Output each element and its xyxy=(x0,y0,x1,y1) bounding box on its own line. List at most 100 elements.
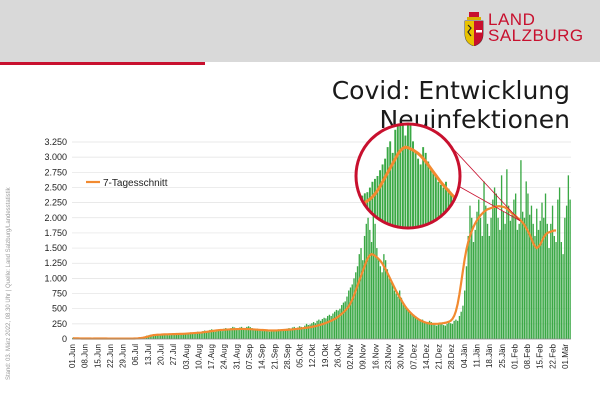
y-tick-label: 750 xyxy=(52,289,67,299)
bar xyxy=(486,223,489,339)
y-tick-label: 2.500 xyxy=(44,182,67,192)
bar xyxy=(472,242,475,339)
bar xyxy=(295,328,297,339)
x-tick-label: 25.Jän xyxy=(498,344,507,368)
bar xyxy=(379,266,382,339)
bar xyxy=(546,223,548,339)
x-tick-label: 01.Mär xyxy=(561,344,570,369)
zoom-bar xyxy=(399,124,402,228)
x-tick-label: 21.Sep xyxy=(270,343,279,369)
bar xyxy=(457,320,459,339)
bar xyxy=(191,333,194,339)
bar xyxy=(430,322,432,339)
x-tick-label: 28.Dez xyxy=(447,344,456,369)
bar xyxy=(435,325,438,339)
zoom-connector xyxy=(446,141,521,222)
x-tick-label: 08.Jun xyxy=(81,344,90,368)
bar xyxy=(370,242,373,339)
bar xyxy=(543,217,545,339)
zoom-bar xyxy=(381,164,384,228)
bar xyxy=(168,335,171,339)
bar xyxy=(312,322,315,339)
y-tick-label: 3.000 xyxy=(44,152,67,162)
bar xyxy=(270,331,273,339)
bar xyxy=(239,327,241,339)
bar xyxy=(418,318,420,339)
y-tick-label: 1.500 xyxy=(44,243,67,253)
zoom-inset-border xyxy=(354,122,462,230)
bar xyxy=(300,326,302,339)
infections-chart: 0 250 500 750 1.000 1.250 1.500 1.750 2.000 2.250… xyxy=(44,122,571,369)
bar xyxy=(444,325,447,339)
bar xyxy=(316,320,318,339)
x-tick-label: 09.Nov xyxy=(359,344,368,369)
x-tick-label: 21.Dez xyxy=(435,344,444,369)
zoom-bar xyxy=(417,158,420,228)
bar xyxy=(263,330,266,339)
x-tick-label: 24.Aug xyxy=(220,344,229,369)
bar xyxy=(449,323,452,339)
bar xyxy=(393,290,396,339)
bar xyxy=(283,329,285,339)
y-tick-label: 250 xyxy=(52,319,67,329)
x-tick-label: 07.Dez xyxy=(409,344,418,369)
bar xyxy=(476,211,478,339)
bar xyxy=(221,331,223,339)
y-tick-label: 500 xyxy=(52,304,67,314)
bar xyxy=(260,329,262,339)
bar xyxy=(395,293,397,339)
x-tick-label: 18.Jän xyxy=(485,344,494,368)
bar xyxy=(544,193,547,339)
zoom-bar xyxy=(363,193,366,228)
bar xyxy=(167,335,169,339)
bar xyxy=(432,323,434,339)
x-tick-label: 23.Nov xyxy=(384,344,393,369)
x-tick-label: 08.Feb xyxy=(523,343,532,368)
bar xyxy=(297,327,299,339)
bar xyxy=(506,169,508,339)
x-tick-label: 14.Sep xyxy=(258,343,267,369)
bar xyxy=(481,235,483,339)
bar xyxy=(249,327,252,339)
bar xyxy=(177,334,179,339)
bar xyxy=(372,211,375,339)
x-tick-label: 20.Jul xyxy=(156,344,165,366)
bar xyxy=(420,320,422,339)
bar xyxy=(360,248,362,339)
x-tick-label: 27.Jul xyxy=(169,344,178,366)
bar xyxy=(434,325,436,339)
zoom-bar xyxy=(404,135,407,228)
bar xyxy=(218,329,220,339)
logo-line-1: LAND xyxy=(488,10,536,29)
bar xyxy=(467,235,469,339)
zoom-bar xyxy=(394,129,397,228)
bar xyxy=(341,305,343,339)
zoom-bar xyxy=(376,176,379,228)
bar xyxy=(534,235,536,339)
land-salzburg-logo: LAND SALZBURG xyxy=(464,10,594,52)
bar xyxy=(462,305,464,339)
bar xyxy=(323,317,325,339)
bar xyxy=(550,223,552,339)
bar xyxy=(460,311,462,339)
zoom-bar xyxy=(386,147,389,228)
bar xyxy=(383,254,385,339)
bar xyxy=(277,329,280,339)
zoom-bar xyxy=(409,124,412,228)
bar xyxy=(332,313,334,339)
y-tick-label: 1.750 xyxy=(44,228,67,238)
zoom-bar xyxy=(379,170,381,228)
bar xyxy=(530,205,533,339)
bar xyxy=(228,329,230,339)
salzburg-crest-icon xyxy=(464,12,484,46)
bar xyxy=(188,332,190,339)
bar xyxy=(537,229,540,339)
bar xyxy=(509,220,512,339)
x-tick-label: 14.Dez xyxy=(422,344,431,369)
bar xyxy=(427,323,429,339)
bar xyxy=(154,334,157,339)
zoom-bar xyxy=(356,200,359,228)
x-axis-ticks: 01.Jun 08.Jun 15.Jun 22.Jun 29.Jun 06.Jul 13.J… xyxy=(68,343,570,369)
y-tick-label: 1.250 xyxy=(44,258,67,268)
bar xyxy=(514,193,517,339)
